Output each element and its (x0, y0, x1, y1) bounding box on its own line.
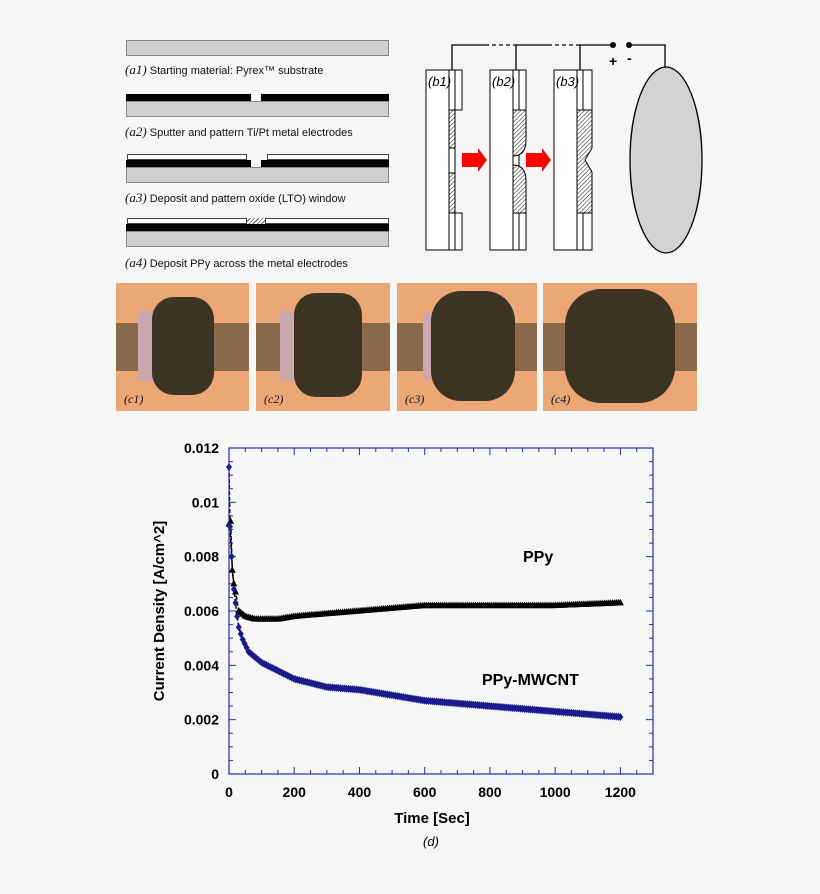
series-label-ppy: PPy (523, 549, 553, 566)
y-tick-label: 0.012 (184, 440, 219, 456)
stage-b1 (425, 69, 463, 251)
data-point (232, 598, 239, 607)
oxide-layer (127, 154, 247, 160)
data-point (239, 635, 246, 644)
stage-b1-label: (b1) (428, 74, 451, 89)
step-label: (a2) (125, 124, 147, 139)
x-tick-label: 400 (348, 784, 372, 800)
x-tick-label: 800 (478, 784, 502, 800)
x-tick-label: 1000 (540, 784, 571, 800)
step-text: Sputter and pattern Ti/Pt metal electrod… (149, 127, 353, 139)
counter-electrode (629, 66, 703, 254)
photo-c3: (c3) (397, 283, 537, 411)
substrate (126, 101, 389, 117)
data-point (617, 712, 624, 721)
step-a2-caption: (a2) Sputter and pattern Ti/Pt metal ele… (125, 124, 353, 140)
oxide-layer (267, 154, 389, 160)
data-point (237, 629, 244, 638)
series-ppy (225, 517, 624, 622)
y-tick-label: 0 (211, 766, 219, 782)
step-a3-caption: (a3) Deposit and pattern oxide (LTO) win… (125, 190, 346, 206)
stage-b2-label: (b2) (492, 74, 515, 89)
x-tick-label: 1200 (605, 784, 636, 800)
substrate (126, 40, 389, 56)
stage-b3 (553, 69, 593, 251)
x-tick-label: 200 (283, 784, 307, 800)
metal-electrode (126, 94, 251, 101)
panel-b-diagram: + - (b1) (b2) (b3) (425, 42, 703, 254)
series-label-ppy-mwcnt: PPy-MWCNT (482, 672, 579, 689)
panel-d-caption: (d) (423, 834, 439, 849)
data-point (228, 552, 235, 561)
series-ppy-mwcnt (226, 463, 624, 721)
plot-frame (228, 447, 654, 775)
oxide-layer (265, 218, 389, 224)
x-tick-label: 600 (413, 784, 437, 800)
y-tick-label: 0.004 (184, 657, 219, 673)
photo-c2: (c2) (256, 283, 390, 411)
step-text: Deposit and pattern oxide (LTO) window (149, 193, 346, 205)
negative-terminal (626, 42, 632, 48)
step-a1-caption: (a1) Starting material: Pyrex™ substrate (125, 62, 323, 78)
positive-terminal (610, 42, 616, 48)
data-point (251, 652, 258, 661)
photo-label: (c1) (124, 392, 144, 406)
step-label: (a4) (125, 255, 147, 270)
metal-electrode (126, 160, 251, 167)
y-tick-label: 0.01 (192, 494, 219, 510)
data-point (234, 612, 241, 621)
substrate (126, 231, 389, 247)
oxide-layer (127, 218, 247, 224)
x-axis-label: Time [Sec] (394, 810, 470, 827)
photo-c4: (c4) (543, 283, 697, 411)
y-axis-label: Current Density [A/cm^2] (151, 521, 168, 701)
stage-b2 (489, 69, 527, 251)
metal-electrode (126, 224, 389, 231)
plus-sign: + (609, 53, 617, 69)
y-tick-label: 0.006 (184, 603, 219, 619)
data-point (249, 651, 256, 660)
step-label: (a1) (125, 62, 147, 77)
data-point (257, 657, 264, 666)
photo-label: (c3) (405, 392, 425, 406)
wiring (451, 44, 666, 70)
step-a4-caption: (a4) Deposit PPy across the metal electr… (125, 255, 348, 271)
step-text: Starting material: Pyrex™ substrate (149, 65, 324, 77)
substrate (126, 167, 389, 183)
photo-label: (c2) (264, 392, 284, 406)
metal-electrode (261, 160, 389, 167)
metal-electrode (261, 94, 389, 101)
stage-b3-label: (b3) (556, 74, 579, 89)
data-point (235, 623, 242, 632)
data-point (255, 655, 262, 664)
step-text: Deposit PPy across the metal electrodes (149, 258, 348, 270)
data-point (253, 654, 260, 663)
step-label: (a3) (125, 190, 147, 205)
photo-c1: (c1) (116, 283, 249, 411)
x-tick-label: 0 (225, 784, 233, 800)
arrow-right-icon (526, 148, 551, 172)
photo-label: (c4) (551, 392, 571, 406)
current-density-chart: 0 200 400 600 800 1000 1200 0 0.002 0.004 0.006 0.0… (151, 440, 654, 849)
data-point (230, 585, 237, 594)
arrow-right-icon (462, 148, 487, 172)
data-point (616, 598, 624, 606)
y-tick-label: 0.002 (184, 712, 219, 728)
minus-sign: - (627, 50, 632, 66)
y-tick-label: 0.008 (184, 549, 219, 565)
